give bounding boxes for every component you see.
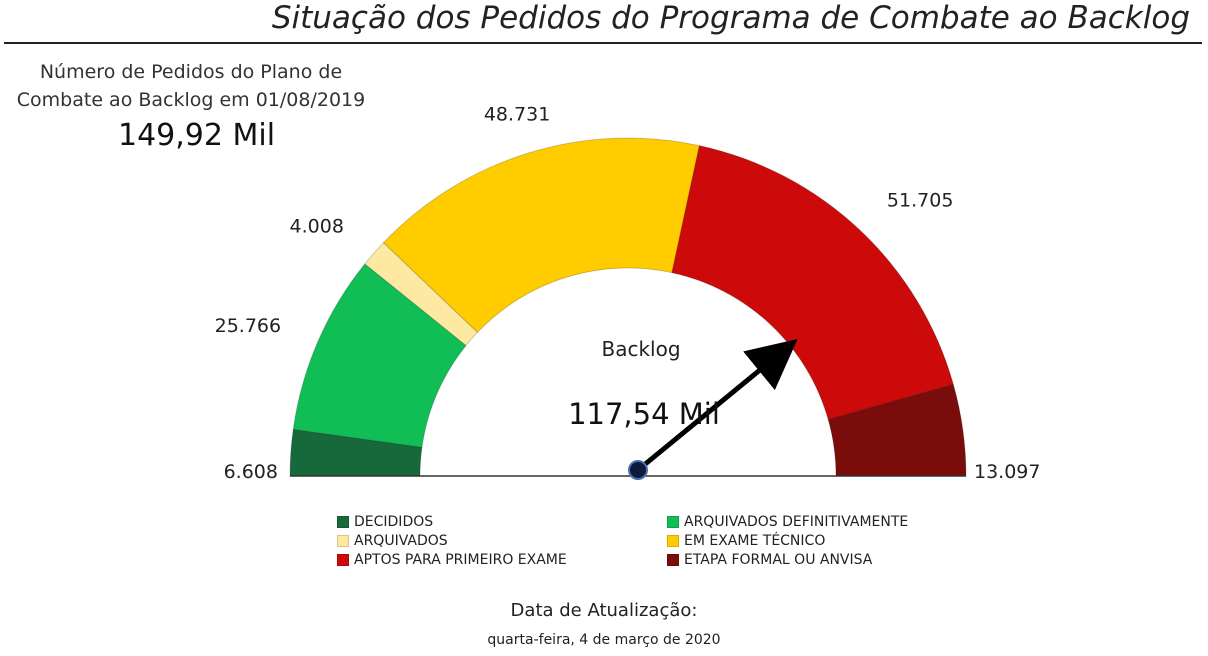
legend-item: APTOS PARA PRIMEIRO EXAME	[337, 552, 667, 568]
gauge-segment-aptos-para-primeiro-exame	[672, 146, 953, 420]
gauge-chart: 6.608 25.766 4.008 48.731 51.705 13.097 Backl…	[0, 0, 1208, 600]
legend-item: DECIDIDOS	[337, 514, 667, 530]
legend-swatch	[667, 535, 679, 547]
gauge-center-label: Backlog	[601, 337, 680, 361]
legend-swatch	[667, 554, 679, 566]
gauge-value-label: 25.766	[215, 315, 281, 337]
update-label: Data de Atualização:	[0, 600, 1208, 621]
legend-swatch	[337, 535, 349, 547]
gauge-needle-hub	[629, 461, 647, 479]
legend-label: DECIDIDOS	[354, 514, 433, 530]
gauge-value-label: 13.097	[974, 461, 1040, 483]
legend-label: ARQUIVADOS	[354, 533, 448, 549]
gauge-value-label: 48.731	[484, 104, 550, 126]
gauge-value-label: 4.008	[290, 216, 344, 238]
legend-label: ETAPA FORMAL OU ANVISA	[684, 552, 872, 568]
gauge-value-label: 51.705	[887, 190, 953, 212]
legend-swatch	[337, 516, 349, 528]
legend-item: ETAPA FORMAL OU ANVISA	[667, 552, 937, 568]
gauge-center-value: 117,54 Mil	[568, 397, 720, 431]
gauge-value-label: 6.608	[224, 461, 278, 483]
update-date: quarta-feira, 4 de março de 2020	[0, 632, 1208, 648]
legend-swatch	[337, 554, 349, 566]
legend-label: ARQUIVADOS DEFINITIVAMENTE	[684, 514, 908, 530]
legend-label: EM EXAME TÉCNICO	[684, 533, 825, 549]
chart-legend: DECIDIDOS ARQUIVADOS DEFINITIVAMENTE ARQUI…	[337, 514, 937, 568]
legend-label: APTOS PARA PRIMEIRO EXAME	[354, 552, 567, 568]
legend-item: ARQUIVADOS	[337, 533, 667, 549]
legend-item: EM EXAME TÉCNICO	[667, 533, 937, 549]
legend-swatch	[667, 516, 679, 528]
legend-item: ARQUIVADOS DEFINITIVAMENTE	[667, 514, 937, 530]
